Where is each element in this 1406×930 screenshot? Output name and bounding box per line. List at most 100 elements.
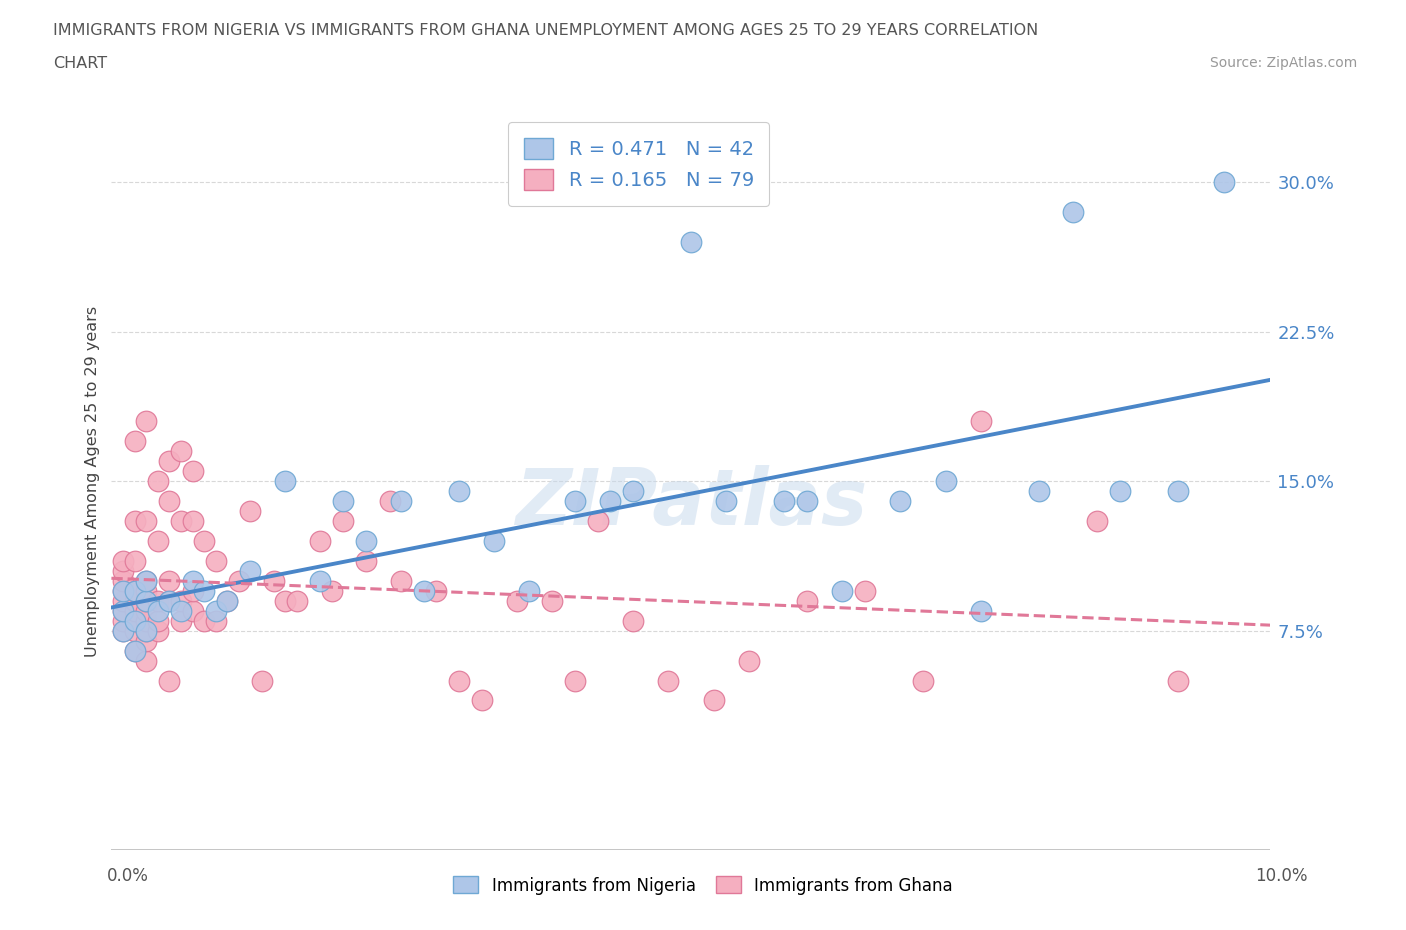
Point	[389, 494, 412, 509]
Point	[738, 653, 761, 668]
Point	[170, 613, 193, 628]
Point	[111, 623, 134, 638]
Point	[157, 574, 180, 589]
Point	[413, 583, 436, 598]
Point	[124, 434, 146, 449]
Point	[124, 644, 146, 658]
Point	[135, 623, 157, 638]
Point	[969, 604, 991, 618]
Point	[135, 593, 157, 608]
Point	[263, 574, 285, 589]
Point	[135, 513, 157, 528]
Point	[170, 604, 193, 618]
Point	[146, 623, 169, 638]
Point	[239, 564, 262, 578]
Point	[111, 604, 134, 618]
Point	[146, 593, 169, 608]
Point	[599, 494, 621, 509]
Text: 0.0%: 0.0%	[107, 868, 149, 885]
Point	[170, 593, 193, 608]
Point	[796, 494, 818, 509]
Point	[1062, 205, 1084, 219]
Point	[124, 613, 146, 628]
Point	[111, 564, 134, 578]
Point	[1167, 673, 1189, 688]
Point	[146, 474, 169, 489]
Point	[124, 644, 146, 658]
Point	[796, 593, 818, 608]
Point	[332, 494, 354, 509]
Point	[449, 673, 471, 688]
Point	[564, 494, 586, 509]
Point	[135, 574, 157, 589]
Point	[135, 623, 157, 638]
Point	[157, 593, 180, 608]
Point	[889, 494, 911, 509]
Point	[135, 633, 157, 648]
Text: CHART: CHART	[53, 56, 107, 71]
Point	[146, 534, 169, 549]
Point	[1108, 484, 1130, 498]
Point	[135, 604, 157, 618]
Point	[124, 593, 146, 608]
Point	[111, 583, 134, 598]
Point	[181, 604, 204, 618]
Point	[157, 454, 180, 469]
Point	[969, 414, 991, 429]
Point	[170, 444, 193, 458]
Point	[157, 673, 180, 688]
Point	[170, 513, 193, 528]
Point	[911, 673, 934, 688]
Point	[124, 513, 146, 528]
Point	[425, 583, 447, 598]
Point	[157, 593, 180, 608]
Point	[146, 604, 169, 618]
Point	[217, 593, 239, 608]
Point	[449, 484, 471, 498]
Point	[274, 474, 297, 489]
Point	[181, 513, 204, 528]
Point	[193, 583, 215, 598]
Point	[193, 613, 215, 628]
Point	[1085, 513, 1108, 528]
Text: IMMIGRANTS FROM NIGERIA VS IMMIGRANTS FROM GHANA UNEMPLOYMENT AMONG AGES 25 TO 2: IMMIGRANTS FROM NIGERIA VS IMMIGRANTS FR…	[53, 23, 1039, 38]
Point	[111, 583, 134, 598]
Point	[564, 673, 586, 688]
Point	[679, 234, 702, 249]
Point	[111, 613, 134, 628]
Point	[124, 583, 146, 598]
Point	[389, 574, 412, 589]
Point	[250, 673, 273, 688]
Point	[135, 593, 157, 608]
Point	[853, 583, 876, 598]
Point	[228, 574, 250, 589]
Point	[111, 574, 134, 589]
Point	[204, 604, 226, 618]
Point	[124, 553, 146, 568]
Point	[356, 553, 378, 568]
Legend: R = 0.471   N = 42, R = 0.165   N = 79: R = 0.471 N = 42, R = 0.165 N = 79	[508, 123, 769, 206]
Point	[540, 593, 562, 608]
Point	[285, 593, 308, 608]
Point	[356, 534, 378, 549]
Point	[181, 574, 204, 589]
Point	[157, 494, 180, 509]
Point	[111, 623, 134, 638]
Point	[935, 474, 957, 489]
Point	[135, 653, 157, 668]
Y-axis label: Unemployment Among Ages 25 to 29 years: Unemployment Among Ages 25 to 29 years	[86, 306, 100, 657]
Point	[1028, 484, 1050, 498]
Point	[135, 613, 157, 628]
Point	[204, 613, 226, 628]
Point	[204, 553, 226, 568]
Text: 10.0%: 10.0%	[1256, 868, 1308, 885]
Point	[146, 613, 169, 628]
Point	[135, 574, 157, 589]
Point	[378, 494, 401, 509]
Point	[135, 414, 157, 429]
Point	[482, 534, 505, 549]
Text: Source: ZipAtlas.com: Source: ZipAtlas.com	[1209, 56, 1357, 70]
Point	[471, 693, 494, 708]
Point	[506, 593, 529, 608]
Point	[703, 693, 725, 708]
